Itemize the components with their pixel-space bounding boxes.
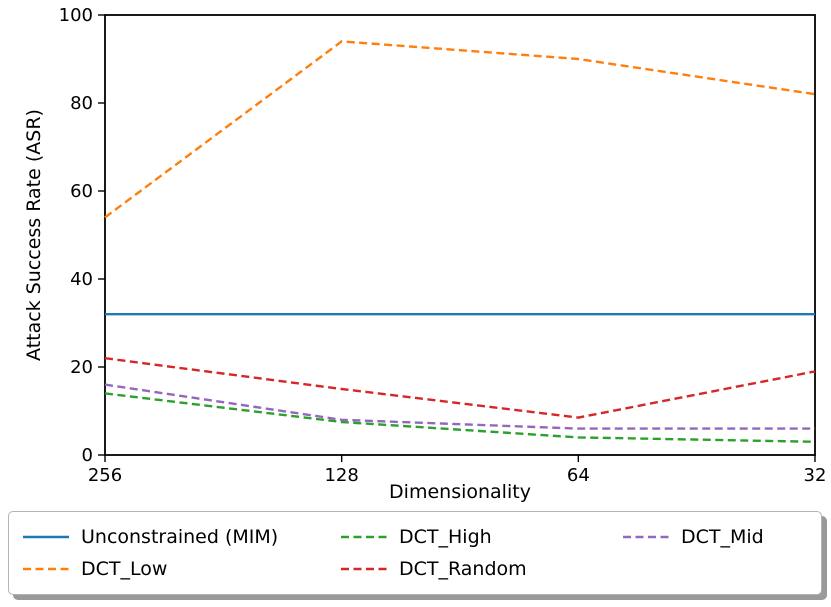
plot-area: 0 20 40 60 80 100 256 128 64 32 xyxy=(59,5,827,486)
y-tick-label: 80 xyxy=(70,93,93,114)
x-tick-label: 64 xyxy=(567,465,590,486)
legend-line-sample xyxy=(23,567,69,571)
x-tick-label: 32 xyxy=(804,465,827,486)
series-line-dct-mid xyxy=(104,383,815,430)
plot-frame xyxy=(104,14,816,456)
legend-label: DCT_Low xyxy=(81,558,168,580)
legend-label: DCT_High xyxy=(399,526,492,548)
x-tick-label: 256 xyxy=(88,465,122,486)
y-tick-label: 0 xyxy=(82,445,93,466)
series-line-dct-random xyxy=(104,357,816,419)
legend-line-sample xyxy=(23,535,69,539)
legend-line-sample xyxy=(623,535,669,539)
y-tick-label: 40 xyxy=(70,269,93,290)
legend-line-sample xyxy=(341,567,387,571)
y-tick-label: 100 xyxy=(59,5,93,26)
legend-item-unconstrained-mim-: Unconstrained (MIM) xyxy=(21,524,339,550)
x-axis-label: Dimensionality xyxy=(389,481,531,503)
legend-label: DCT_Random xyxy=(399,558,527,580)
legend-item-dct-high: DCT_High xyxy=(339,524,621,550)
legend: Unconstrained (MIM) DCT_Low DCT_High DCT_Ra… xyxy=(8,511,822,595)
x-tick-label: 128 xyxy=(324,465,358,486)
legend-item-dct-low: DCT_Low xyxy=(21,556,339,582)
legend-label: Unconstrained (MIM) xyxy=(81,526,279,548)
legend-item-dct-mid: DCT_Mid xyxy=(621,524,809,550)
y-tick-label: 20 xyxy=(70,357,93,378)
series-line-dct-low xyxy=(104,40,816,219)
legend-label: DCT_Mid xyxy=(681,526,764,548)
series-line-dct-high xyxy=(104,392,816,443)
y-tick-label: 60 xyxy=(70,181,93,202)
legend-line-sample xyxy=(341,535,387,539)
y-axis-label: Attack Success Rate (ASR) xyxy=(23,109,45,361)
legend-item-dct-random: DCT_Random xyxy=(339,556,621,582)
